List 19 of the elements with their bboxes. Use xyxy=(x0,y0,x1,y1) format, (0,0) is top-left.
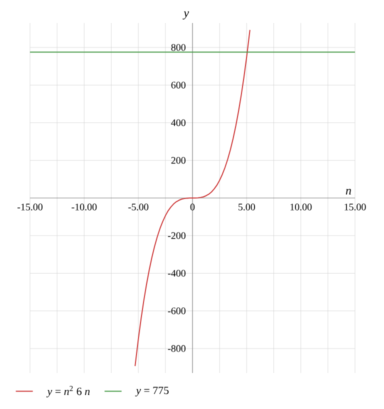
y-axis-title: y xyxy=(182,11,189,20)
x-tick-label: -10.00 xyxy=(72,204,97,210)
y-tick-label: 800 xyxy=(171,44,186,51)
y-tick-label: 400 xyxy=(171,119,186,126)
y-tick-label: -800 xyxy=(168,345,186,352)
legend-label: y = n$^{2}$ 6 n xyxy=(46,386,90,398)
x-tick-label: -5.00 xyxy=(128,204,148,210)
y-tick-label: -200 xyxy=(168,232,186,239)
x-axis-title: n xyxy=(346,188,351,194)
x-tick-label: -15.00 xyxy=(18,204,42,210)
y-tick-label: 200 xyxy=(171,157,186,164)
y-tick-label: 600 xyxy=(171,82,186,88)
x-tick-label: 0 xyxy=(190,204,195,210)
y-tick-label: -400 xyxy=(168,270,186,277)
y-tick-label: -600 xyxy=(168,308,186,314)
x-tick-label: 15.00 xyxy=(344,204,366,210)
legend-label: y = 775 xyxy=(135,386,169,396)
x-tick-label: 10.00 xyxy=(290,204,312,210)
x-tick-label: 5.00 xyxy=(238,204,256,210)
